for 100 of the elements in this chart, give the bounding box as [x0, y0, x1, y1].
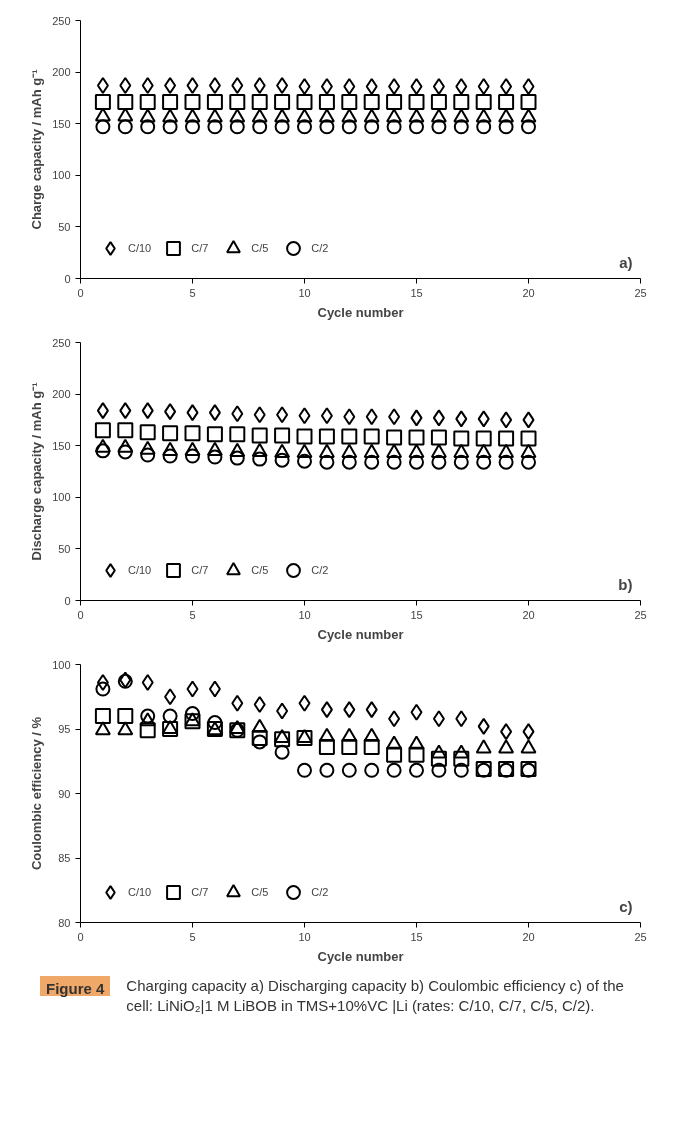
point	[386, 454, 402, 470]
point	[453, 750, 470, 767]
point	[319, 454, 335, 470]
point	[498, 739, 515, 754]
y-tick-label: 150	[52, 117, 71, 130]
point	[410, 703, 423, 721]
point	[341, 762, 357, 778]
point	[498, 94, 515, 111]
point	[431, 762, 447, 778]
point	[140, 708, 156, 724]
point	[364, 454, 380, 470]
point	[207, 119, 223, 135]
point	[252, 734, 268, 750]
point	[251, 427, 268, 444]
point	[140, 447, 156, 463]
point	[431, 454, 447, 470]
y-tick-label: 150	[52, 439, 71, 452]
point	[298, 694, 311, 712]
x-tick-label: 10	[298, 608, 311, 621]
y-tick-label: 80	[58, 916, 71, 929]
annotation: a)	[619, 253, 633, 271]
y-tick-label: 90	[58, 787, 71, 800]
y-axis-title: Coulombic efficiency / %	[29, 716, 45, 871]
point	[231, 405, 244, 423]
point	[95, 119, 111, 135]
point	[521, 454, 536, 470]
point	[432, 78, 445, 96]
point	[386, 762, 402, 778]
text: Charging capacity a) Discharging capacity b) Coulombic efficiency c) of the cell: LiNiO₂|1 M LiBOB in TMS+10%VC |Li (rates: C/10, C/7, C/5, C/2).	[126, 976, 625, 1015]
x-axis-title: Cycle number	[317, 948, 404, 964]
point	[520, 739, 537, 754]
legend-label: C/5	[251, 564, 270, 576]
point	[386, 429, 403, 446]
point	[207, 715, 223, 731]
point	[430, 429, 447, 446]
x-tick-label: 15	[410, 608, 423, 621]
legend-label: C/5	[251, 886, 270, 898]
point	[229, 426, 246, 443]
point	[430, 750, 447, 767]
point	[206, 426, 223, 443]
point	[318, 428, 335, 445]
point	[455, 410, 468, 428]
point	[119, 402, 132, 420]
x-tick-label: 5	[189, 286, 196, 299]
point	[455, 78, 468, 96]
point	[320, 701, 333, 719]
point	[521, 119, 536, 135]
point	[477, 717, 490, 735]
y-axis-title: Discharge capacity / mAh g⁻¹	[29, 382, 45, 561]
point	[320, 407, 333, 425]
point	[298, 407, 311, 425]
point	[139, 712, 156, 727]
point	[94, 721, 111, 736]
point	[185, 448, 200, 464]
point	[186, 404, 199, 422]
point	[96, 402, 109, 420]
point	[251, 718, 268, 733]
x-axis-title: Cycle number	[317, 304, 404, 320]
point	[475, 739, 492, 754]
point	[276, 702, 289, 720]
point	[363, 428, 380, 445]
legend-label: C/10	[128, 564, 152, 576]
point	[363, 94, 380, 111]
legend-label: C/7	[191, 564, 210, 576]
point	[431, 119, 447, 135]
point	[409, 119, 424, 135]
point	[432, 710, 445, 728]
point	[453, 94, 470, 111]
point	[388, 78, 401, 96]
point	[341, 94, 358, 111]
point	[453, 454, 469, 470]
point	[252, 119, 268, 135]
x-tick-label: 0	[77, 608, 84, 621]
point	[363, 739, 380, 756]
point	[94, 708, 111, 725]
y-tick-label: 50	[58, 542, 71, 555]
point	[500, 723, 513, 741]
point	[475, 94, 492, 111]
point	[364, 762, 380, 778]
y-tick-label: 250	[52, 14, 71, 27]
legend-label: C/2	[311, 886, 330, 898]
point	[274, 744, 290, 760]
point	[95, 443, 111, 459]
point	[253, 695, 266, 713]
point	[498, 430, 515, 447]
point	[94, 94, 111, 111]
point	[498, 119, 514, 135]
point	[162, 708, 178, 724]
point	[500, 411, 513, 429]
point	[117, 422, 134, 439]
point	[141, 77, 154, 95]
y-tick-label: 50	[58, 220, 71, 233]
x-tick-label: 10	[298, 286, 311, 299]
point	[408, 94, 425, 111]
x-tick-label: 15	[410, 930, 423, 943]
point	[476, 454, 492, 470]
point	[408, 429, 425, 446]
legend-label: C/7	[191, 886, 210, 898]
point	[184, 425, 201, 442]
y-tick-label: 95	[58, 723, 71, 735]
